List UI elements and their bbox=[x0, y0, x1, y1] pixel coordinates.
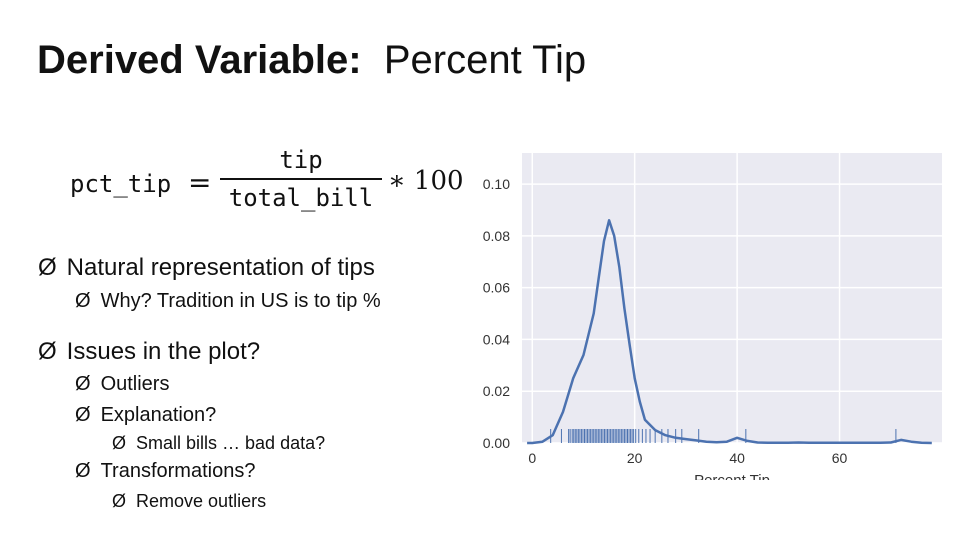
bullet-item: Ø Explanation? bbox=[75, 404, 216, 427]
arrow-bullet-icon: Ø bbox=[38, 254, 57, 281]
bullet-item: Ø Remove outliers bbox=[112, 491, 266, 512]
bullet-text: Outliers bbox=[100, 373, 170, 395]
bullet-text: Natural representation of tips bbox=[66, 254, 375, 281]
title-bold: Derived Variable: bbox=[37, 38, 362, 82]
bullet-text: Remove outliers bbox=[136, 491, 267, 511]
formula-denominator: total_bill bbox=[228, 184, 374, 212]
y-tick-label: 0.10 bbox=[483, 176, 510, 192]
x-tick-label: 20 bbox=[627, 450, 643, 466]
bullet-item: Ø Outliers bbox=[75, 373, 169, 396]
bullet-text: Explanation? bbox=[100, 404, 217, 426]
y-tick-label: 0.08 bbox=[483, 228, 510, 244]
x-tick-label: 40 bbox=[729, 450, 745, 466]
x-tick-label: 60 bbox=[832, 450, 848, 466]
y-tick-label: 0.06 bbox=[483, 280, 510, 296]
fraction-bar bbox=[220, 178, 382, 180]
y-tick-label: 0.04 bbox=[483, 331, 510, 347]
slide-title: Derived Variable: Percent Tip bbox=[37, 36, 586, 84]
bullet-item: Ø Issues in the plot? bbox=[38, 338, 260, 366]
formula-equals: = bbox=[188, 166, 212, 199]
y-tick-label: 0.00 bbox=[483, 435, 510, 451]
bullet-item: Ø Transformations? bbox=[75, 460, 255, 483]
arrow-bullet-icon: Ø bbox=[112, 491, 127, 511]
formula-lhs: pct_tip bbox=[70, 170, 172, 198]
formula-numerator: tip bbox=[279, 146, 323, 174]
arrow-bullet-icon: Ø bbox=[75, 460, 91, 482]
bullet-text: Issues in the plot? bbox=[66, 338, 261, 365]
arrow-bullet-icon: Ø bbox=[112, 433, 127, 453]
bullet-item: Ø Natural representation of tips bbox=[38, 254, 375, 282]
formula-fraction: tip total_bill bbox=[220, 146, 382, 212]
formula-multiplier: ∗ 100 bbox=[388, 166, 464, 196]
arrow-bullet-icon: Ø bbox=[38, 338, 57, 365]
plot-background bbox=[522, 153, 942, 443]
bullet-text: Transformations? bbox=[100, 460, 256, 482]
arrow-bullet-icon: Ø bbox=[75, 373, 91, 395]
x-tick-label: 0 bbox=[528, 450, 536, 466]
title-rest: Percent Tip bbox=[383, 38, 587, 82]
arrow-bullet-icon: Ø bbox=[75, 290, 91, 312]
bullet-item: Ø Small bills … bad data? bbox=[112, 433, 325, 454]
x-axis-label: Percent Tip bbox=[694, 472, 770, 480]
kde-density-line bbox=[527, 219, 932, 445]
formula: pct_tip = tip total_bill ∗ 100 bbox=[70, 146, 470, 216]
arrow-bullet-icon: Ø bbox=[75, 404, 91, 426]
y-tick-label: 0.02 bbox=[483, 383, 510, 399]
bullet-text: Small bills … bad data? bbox=[136, 433, 326, 453]
bullet-item: Ø Why? Tradition in US is to tip % bbox=[75, 290, 381, 313]
bullet-text: Why? Tradition in US is to tip % bbox=[100, 290, 381, 312]
kde-plot: 0 20 40 60 0.00 0.02 0.04 0.06 0.08 0.10 Percent T… bbox=[483, 153, 942, 480]
